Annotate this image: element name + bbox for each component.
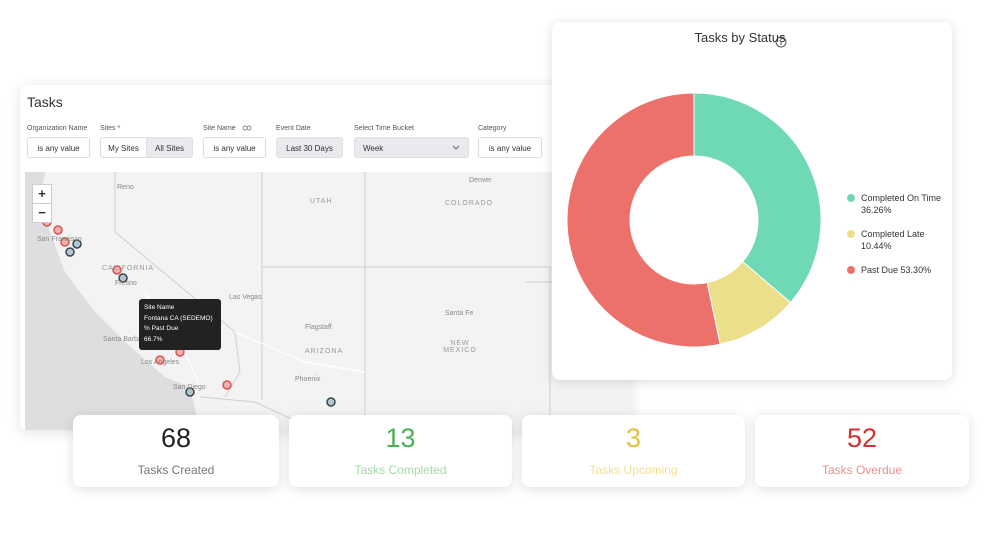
map-tooltip: Site Name Fontana CA (SEDEMO) % Past Due…	[139, 299, 221, 350]
map-label: COLORADO	[445, 200, 494, 207]
map-label: CALIFORNIA	[102, 265, 155, 272]
legend-entry: Past Due 53.30%	[861, 265, 931, 275]
legend-value: 53.30%	[901, 265, 932, 275]
chart-title: Tasks by Status	[694, 30, 786, 45]
donut-slice	[566, 92, 721, 348]
map-label: Santa Barbara	[103, 336, 149, 343]
map-label: San Francisco	[37, 236, 82, 243]
kpi-label: Tasks Upcoming	[589, 463, 678, 477]
filter-label: Organization Name	[27, 125, 88, 132]
map[interactable]: + − Reno Denver UTAH COLORADO San Francisco C…	[25, 172, 630, 430]
map-label: NEW MEXICO	[443, 340, 477, 354]
zoom-out[interactable]: −	[32, 203, 52, 223]
map-label: Santa Fe	[445, 310, 474, 317]
info-icon	[775, 36, 787, 48]
filter-select[interactable]: Week	[354, 137, 469, 158]
kpi-value: 68	[160, 423, 192, 453]
kpi-value: 3	[625, 423, 642, 453]
filter-label: Select Time Bucket	[354, 125, 414, 132]
donut-slice	[693, 92, 822, 304]
filter-label: Sites *	[100, 125, 121, 132]
kpi-card: 68 Tasks Created	[73, 415, 279, 487]
toggle-option[interactable]: My Sites	[100, 137, 147, 158]
donut-card: Tasks by Status Completed On Time 36.26%…	[552, 22, 952, 380]
legend-name: Completed Late	[861, 229, 925, 239]
map-label: Denver	[469, 177, 492, 184]
legend-name: Past Due	[861, 265, 898, 275]
tasks-panel: Tasks Organization Name is any value Sit…	[20, 85, 630, 430]
legend-swatch	[847, 194, 855, 202]
legend-entry: Completed Late 10.44%	[861, 229, 927, 251]
legend-value: 10.44%	[861, 241, 892, 251]
link-icon	[242, 125, 252, 131]
map-label: Phoenix	[295, 376, 321, 383]
filter-label: Event Date	[276, 125, 311, 132]
kpi-card: 13 Tasks Completed	[289, 415, 512, 487]
map-label: Flagstaff	[305, 324, 332, 331]
legend-swatch	[847, 266, 855, 274]
filter-label: Site Name	[203, 125, 236, 132]
map-label: Las Vegas	[229, 294, 262, 301]
filter-input[interactable]: is any value	[203, 137, 266, 158]
map-label: Los Angeles	[141, 359, 180, 366]
panel-title: Tasks	[27, 94, 63, 110]
filter-input[interactable]: is any value	[478, 137, 542, 158]
donut-chart: Tasks by Status Completed On Time 36.26%…	[566, 30, 944, 348]
map-label: Reno	[117, 184, 134, 191]
map-label: UTAH	[310, 198, 333, 205]
legend-swatch	[847, 230, 855, 238]
kpi-value: 52	[846, 423, 878, 453]
map-base	[25, 172, 630, 430]
kpi-card: 52 Tasks Overdue	[755, 415, 969, 487]
filter-label: Category	[478, 125, 507, 132]
zoom-in[interactable]: +	[32, 184, 52, 204]
kpi-value: 13	[385, 423, 416, 453]
map-label: San Diego	[173, 384, 206, 391]
kpi-label: Tasks Overdue	[821, 463, 903, 477]
filter-input[interactable]: is any value	[27, 137, 90, 158]
tooltip-line: Fontana CA (SEDEMO)	[144, 314, 213, 322]
filter-input[interactable]: Last 30 Days	[276, 137, 343, 158]
kpi-card: 3 Tasks Upcoming	[522, 415, 745, 487]
legend-value: 36.26%	[861, 205, 892, 215]
map-label: Fresno	[115, 280, 137, 287]
map-label: ARIZONA	[305, 348, 344, 355]
tooltip-line: Site Name	[144, 304, 175, 311]
kpi-label: Tasks Completed	[354, 463, 447, 477]
tooltip-line: 66.7%	[144, 335, 163, 343]
toggle-option[interactable]: All Sites	[146, 137, 193, 158]
tooltip-line: % Past Due	[144, 325, 179, 332]
legend-name: Completed On Time	[861, 193, 941, 203]
kpi-label: Tasks Created	[137, 463, 215, 477]
chevron	[452, 145, 460, 150]
legend-entry: Completed On Time 36.26%	[861, 193, 944, 215]
